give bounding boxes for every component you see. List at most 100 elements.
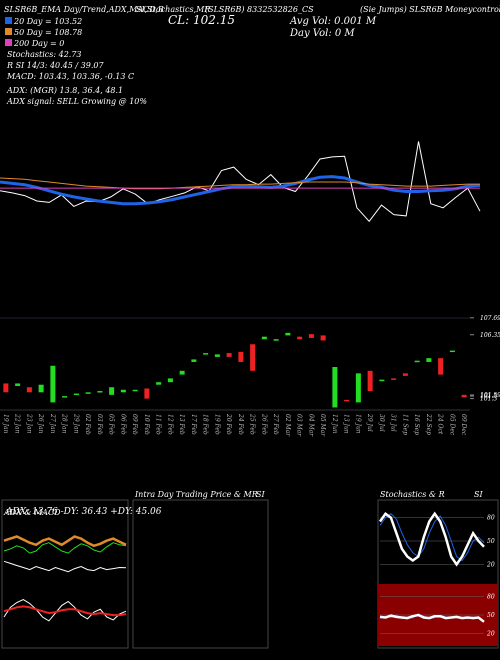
panel-title: ADX & MACD — [3, 508, 61, 517]
x-tick-label: 03 Feb — [96, 414, 103, 435]
x-tick-label: 09 Dec — [460, 414, 467, 436]
x-tick-label: 18 Feb — [202, 414, 209, 435]
header-text: ADX signal: SELL Growing @ 10% — [6, 97, 147, 106]
x-tick-label: 23 Jan — [25, 413, 32, 434]
series-line — [0, 141, 481, 223]
header-text: Avg Vol: 0.001 M — [289, 16, 377, 27]
y-tick-label: 20 — [486, 561, 495, 568]
series-line — [379, 613, 485, 623]
header-text: Stochastics: 42.73 — [7, 50, 82, 59]
candle-body — [332, 367, 338, 408]
candle-body — [132, 389, 138, 392]
panel-title: Intra Day Trading Price & MR — [134, 490, 258, 499]
candle-body — [355, 373, 361, 403]
x-tick-label: 16 Sep — [413, 414, 420, 435]
series-line — [379, 513, 485, 562]
x-tick-label: 12 Jun — [331, 414, 338, 434]
legend-swatch — [5, 17, 12, 24]
panel-frame — [132, 499, 269, 649]
x-tick-label: 28 Jan — [61, 413, 68, 434]
header-text: CL: 102.15 — [168, 13, 235, 27]
candle-body — [120, 389, 126, 393]
panel-label: ADX: 13.76 -DY: 36.43 +DY: 45.06 — [5, 507, 162, 517]
x-tick-label: 24 Feb — [237, 413, 244, 435]
series-line — [3, 599, 127, 622]
candle-body — [438, 358, 444, 375]
legend-swatch — [5, 39, 12, 46]
panel-title: SI — [474, 490, 483, 499]
header-text: 20 Day = 103.52 — [13, 17, 82, 26]
candle-body — [449, 350, 455, 353]
candle-body — [297, 336, 303, 340]
candle-body — [426, 358, 432, 362]
series-line — [3, 605, 127, 617]
x-tick-label: 11 Feb — [155, 414, 162, 435]
series-line — [3, 560, 127, 573]
x-tick-label: 13 Feb — [178, 414, 185, 435]
x-tick-label: 25 Feb — [249, 413, 256, 435]
header-text: (SLSR6B) 8332532826_CS — [205, 5, 314, 14]
candle-body — [402, 373, 408, 376]
candle-body — [85, 392, 91, 394]
candle-body — [109, 387, 115, 395]
y-tick-label: 80 — [487, 593, 495, 600]
y-tick-label: 101.5 — [480, 393, 497, 400]
x-tick-label: 20 Feb — [225, 413, 232, 435]
x-tick-label: 10 Feb — [143, 414, 150, 435]
candle-body — [261, 336, 267, 340]
y-tick-label: 20 — [486, 631, 495, 638]
panel-title: Stochastics & R — [380, 490, 445, 499]
x-tick-label: 11 Sep — [401, 414, 408, 435]
y-tick-label: 50 — [487, 538, 495, 545]
series-line — [3, 542, 127, 554]
candle-body — [156, 382, 162, 385]
candle-body — [38, 384, 44, 393]
series-line — [3, 535, 127, 548]
x-tick-label: 19 Jan — [2, 414, 9, 434]
x-tick-label: 05 Mar — [319, 414, 326, 437]
y-tick-label: 106.35 — [480, 332, 500, 339]
x-tick-label: 29 Jan — [72, 413, 79, 434]
x-tick-label: 13 Jun — [343, 414, 350, 434]
header-text: SI,Stochastics,MR — [136, 5, 210, 14]
candle-body — [320, 335, 326, 341]
candle-body — [97, 391, 103, 393]
candle-body — [167, 378, 173, 383]
panel-title: SI — [256, 490, 265, 499]
x-tick-label: 19 Feb — [213, 414, 220, 435]
candle-body — [414, 360, 420, 363]
header-text: R SI 14/3: 40.45 / 39.07 — [6, 61, 104, 70]
candle-body — [203, 353, 209, 355]
candle-body — [285, 332, 291, 336]
x-tick-label: 24 Oct — [437, 413, 444, 435]
x-tick-label: 27 Jan — [49, 413, 56, 434]
candle-body — [367, 370, 373, 392]
x-tick-label: 05 Feb — [108, 414, 115, 435]
x-tick-label: 22 Sep — [425, 413, 432, 435]
header-text: 50 Day = 108.78 — [14, 28, 82, 37]
y-tick-label: 101.3 — [480, 396, 497, 403]
candle-body — [73, 393, 79, 396]
header-text: SLSR6B_EMA Day/Trend,ADX,MACD,B — [4, 5, 164, 14]
x-tick-label: 22 Jan — [14, 413, 21, 434]
candle-body — [391, 378, 397, 380]
candle-body — [214, 354, 220, 357]
x-tick-label: 12 Feb — [166, 414, 173, 435]
x-tick-label: 26 Feb — [260, 413, 267, 435]
header-text: 200 Day = 0 — [13, 39, 64, 48]
candle-body — [179, 370, 185, 375]
candle-body — [191, 359, 197, 362]
x-tick-label: 05 Dec — [448, 414, 455, 436]
candle-body — [308, 334, 314, 338]
panel-frame — [1, 499, 129, 649]
x-tick-label: 30 Jul — [378, 414, 385, 432]
candle-body — [144, 388, 150, 399]
candle-body — [273, 339, 279, 341]
candle-body — [250, 344, 256, 371]
x-tick-label: 04 Mar — [307, 414, 314, 437]
x-tick-label: 27 Feb — [272, 413, 279, 435]
candle-body — [50, 365, 56, 403]
candle-body — [226, 353, 232, 357]
